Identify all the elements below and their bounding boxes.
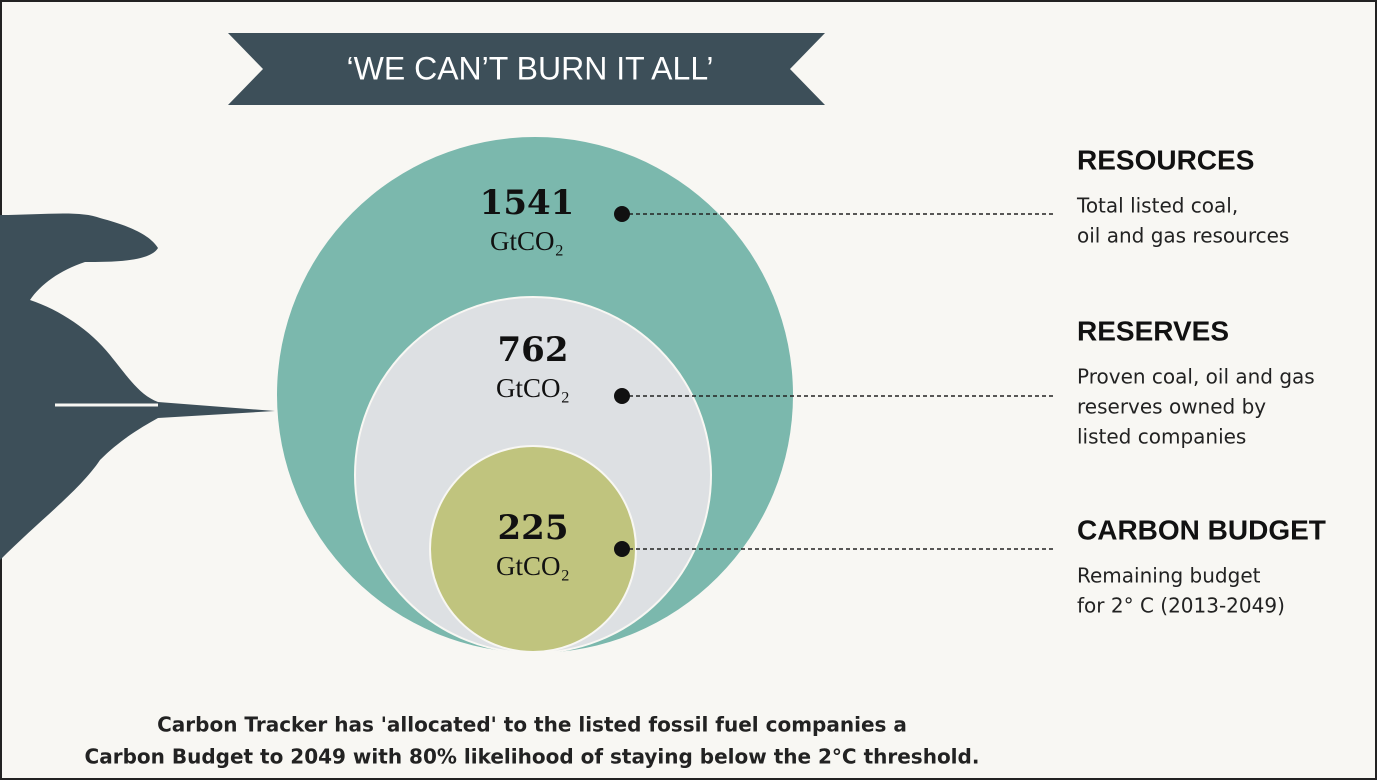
leader-dot — [614, 388, 630, 404]
leader-dot — [614, 541, 630, 557]
banner-title: ‘WE CAN’T BURN IT ALL’ — [347, 50, 714, 86]
reserves-unit: GtCO₂ — [496, 373, 570, 403]
page: ‘WE CAN’T BURN IT ALL’ 1541 GtCO₂ 762 Gt… — [0, 0, 1377, 780]
resources-value: 1541 — [480, 183, 575, 223]
label-description: Remaining budget — [1077, 564, 1261, 588]
label-description: Total listed coal, — [1076, 194, 1238, 218]
label-heading: RESOURCES — [1077, 144, 1254, 175]
budget-unit: GtCO₂ — [496, 551, 570, 581]
label-description: oil and gas resources — [1077, 224, 1289, 248]
budget-circle — [430, 446, 636, 652]
footer-text: Carbon Tracker has 'allocated' to the li… — [157, 713, 907, 737]
label-description: for 2° C (2013-2049) — [1077, 594, 1285, 618]
label-description: Proven coal, oil and gas — [1077, 365, 1315, 389]
footer-text: Carbon Budget to 2049 with 80% likelihoo… — [85, 745, 980, 769]
label-heading: RESERVES — [1077, 315, 1229, 346]
reserves-value: 762 — [498, 330, 569, 370]
label-description: listed companies — [1077, 425, 1246, 449]
label-description: reserves owned by — [1077, 395, 1266, 419]
label-heading: CARBON BUDGET — [1077, 514, 1326, 545]
budget-value: 225 — [498, 508, 569, 548]
leader-dot — [614, 206, 630, 222]
resources-unit: GtCO₂ — [490, 226, 564, 256]
infographic: ‘WE CAN’T BURN IT ALL’ 1541 GtCO₂ 762 Gt… — [0, 0, 1377, 780]
